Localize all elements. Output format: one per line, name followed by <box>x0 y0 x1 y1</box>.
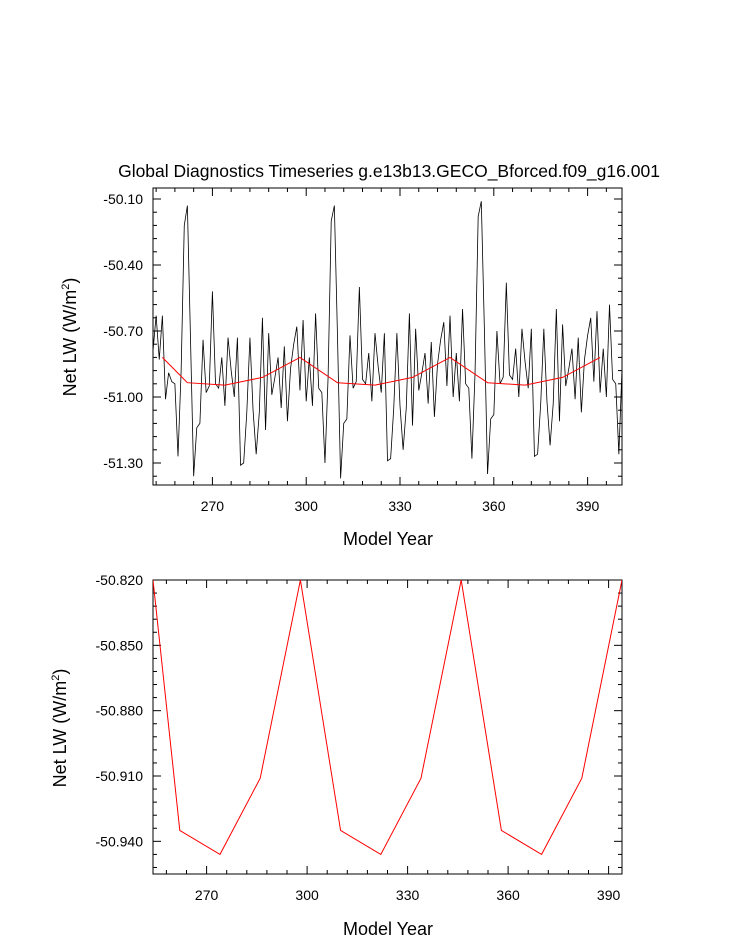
bottom-panel: 270 300 330 360 390 -50.820 -50.850 -50.880 -50.… <box>50 572 623 939</box>
top-y-label-main: Net LW (W/m <box>60 290 80 397</box>
chart-title: Global Diagnostics Timeseries g.e13b13.G… <box>118 161 660 182</box>
bottom-ytick-label: -50.910 <box>96 768 144 784</box>
top-series-running-mean <box>162 356 601 386</box>
bottom-xtick-label: 360 <box>496 887 520 903</box>
bottom-ytick-label: -50.850 <box>96 637 144 653</box>
top-y-label-sup: 2 <box>60 284 72 290</box>
bottom-xtick-label: 330 <box>396 887 420 903</box>
top-series <box>153 201 622 479</box>
bottom-series <box>153 580 622 856</box>
top-xtick-label: 390 <box>576 498 600 514</box>
bottom-xtick-label: 390 <box>597 887 621 903</box>
bottom-series-running-mean <box>153 580 622 856</box>
bottom-ytick-label: -50.820 <box>96 572 144 588</box>
top-series-annual <box>153 201 622 479</box>
bottom-y-label-main: Net LW (W/m <box>50 681 70 788</box>
bottom-ytick-label: -50.940 <box>96 833 144 849</box>
top-ytick-label: -50.70 <box>103 323 143 339</box>
top-ytick-label: -50.10 <box>103 191 143 207</box>
top-plot-frame <box>152 187 623 486</box>
bottom-y-axis-label: Net LW (W/m2) <box>50 669 70 788</box>
bottom-y-label-sup: 2 <box>50 675 62 681</box>
top-xtick-label: 300 <box>295 498 319 514</box>
top-ytick-label: -50.40 <box>103 257 143 273</box>
bottom-ytick-label: -50.880 <box>96 703 144 719</box>
top-y-label-end: ) <box>60 278 80 284</box>
top-y-axis-label: Net LW (W/m2) <box>60 278 80 397</box>
top-xtick-label: 270 <box>201 498 225 514</box>
top-ytick-label: -51.00 <box>103 389 143 405</box>
top-panel: Global Diagnostics Timeseries g.e13b13.G… <box>60 161 660 549</box>
top-xtick-label: 330 <box>388 498 412 514</box>
bottom-xtick-label: 270 <box>195 887 219 903</box>
top-ticks: 270 300 330 360 390 -50.10 -50.40 -50.70 -51.00 -… <box>103 188 622 514</box>
top-xtick-label: 360 <box>482 498 506 514</box>
bottom-xtick-label: 300 <box>295 887 319 903</box>
top-x-axis-label: Model Year <box>343 529 433 549</box>
bottom-y-label-end: ) <box>50 669 70 675</box>
bottom-x-axis-label: Model Year <box>343 919 433 939</box>
bottom-plot-frame <box>152 579 623 875</box>
top-ytick-label: -51.30 <box>103 455 143 471</box>
bottom-ticks: 270 300 330 360 390 -50.820 -50.850 -50.880 -50.… <box>96 572 622 903</box>
